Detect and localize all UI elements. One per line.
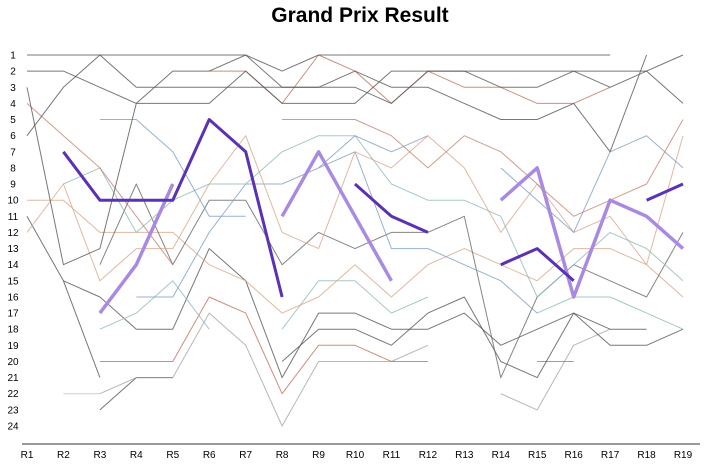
y-tick-label: 13 — [7, 244, 19, 255]
y-tick-label: 24 — [7, 422, 19, 433]
x-tick-label: R3 — [93, 450, 106, 461]
y-tick-label: 6 — [10, 131, 16, 142]
y-tick-label: 5 — [10, 115, 16, 126]
y-tick-label: 1 — [10, 51, 16, 62]
series-line-2 — [280, 150, 393, 282]
y-tick-label: 7 — [10, 147, 16, 158]
series-line-15 — [281, 280, 429, 330]
y-tick-label: 4 — [10, 99, 16, 110]
x-tick-label: R15 — [528, 450, 547, 461]
y-tick-label: 9 — [10, 180, 16, 191]
x-tick-label: R2 — [57, 450, 70, 461]
series-line-13 — [99, 183, 684, 379]
y-tick-label: 2 — [10, 67, 16, 78]
x-tick-label: R17 — [601, 450, 620, 461]
series-line-15 — [99, 280, 210, 330]
series-line-1 — [62, 118, 284, 298]
series-line-21 — [99, 377, 173, 411]
x-tick-label: R7 — [239, 450, 252, 461]
x-tick-label: R12 — [419, 450, 438, 461]
series-line-15 — [536, 296, 684, 330]
y-tick-label: 12 — [7, 228, 19, 239]
x-tick-label: R18 — [637, 450, 656, 461]
series-line-10 — [63, 135, 684, 298]
series-line-17 — [281, 296, 684, 379]
series-line-1 — [354, 182, 429, 234]
series-line-17 — [26, 216, 101, 378]
series-line-4 — [27, 54, 684, 104]
y-tick-label: 22 — [7, 389, 19, 400]
x-tick-label: R14 — [492, 450, 511, 461]
y-tick-label: 18 — [7, 325, 19, 336]
y-tick-label: 15 — [7, 276, 19, 287]
series-line-5 — [26, 54, 684, 137]
x-tick-label: R5 — [166, 450, 179, 461]
y-tick-label: 23 — [7, 405, 19, 416]
y-tick-label: 11 — [8, 212, 19, 223]
y-tick-label: 17 — [7, 309, 19, 320]
x-tick-label: R19 — [674, 450, 693, 461]
series-line-1 — [645, 182, 684, 202]
x-tick-label: R9 — [312, 450, 325, 461]
series-line-2 — [98, 183, 175, 315]
x-tick-label: R1 — [21, 450, 34, 461]
series-line-19 — [99, 312, 429, 427]
x-tick-label: R4 — [130, 450, 143, 461]
series-line-1 — [500, 247, 575, 282]
x-tick-label: R11 — [383, 450, 401, 461]
x-tick-label: R6 — [203, 450, 216, 461]
y-tick-label: 19 — [7, 341, 19, 352]
series-line-12 — [136, 151, 538, 314]
series-line-18 — [99, 296, 428, 395]
series-layer — [26, 54, 685, 427]
series-line-19 — [500, 328, 611, 411]
series-line-8 — [26, 103, 174, 266]
y-tick-label: 16 — [7, 292, 19, 303]
x-tick-label: R16 — [564, 450, 583, 461]
y-tick-label: 14 — [7, 260, 19, 271]
series-line-9 — [99, 119, 246, 217]
series-line-7 — [209, 54, 611, 104]
series-line-3 — [27, 54, 611, 72]
series-line-16 — [63, 248, 647, 379]
series-line-8 — [282, 119, 684, 217]
x-tick-label: R13 — [455, 450, 474, 461]
x-tick-label: R10 — [346, 450, 365, 461]
y-tick-label: 8 — [10, 163, 16, 174]
series-line-9 — [318, 135, 429, 169]
chart-title: Grand Prix Result — [271, 4, 449, 27]
axis-layer: R1 R2 R3 R4 R5 R6 R7 R8 R9 R10 R11 R12 R13 R14 R15 R16 R… — [7, 51, 700, 461]
x-tick-label: R8 — [276, 450, 289, 461]
y-tick-label: 10 — [7, 196, 19, 207]
y-tick-label: 3 — [10, 83, 16, 94]
series-line-2 — [499, 166, 685, 299]
series-line-9 — [500, 135, 684, 233]
series-line-6 — [26, 54, 648, 266]
y-tick-label: 20 — [7, 357, 19, 368]
y-tick-label: 21 — [7, 373, 19, 384]
